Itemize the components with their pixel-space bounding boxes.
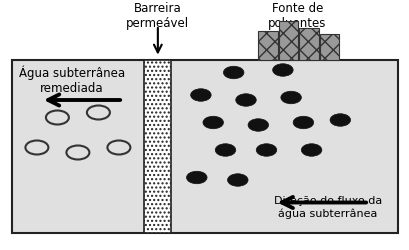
Bar: [12, 60, 397, 233]
Text: Fonte de
poluentes: Fonte de poluentes: [267, 2, 326, 30]
Text: Barreira
permeável: Barreira permeável: [126, 2, 189, 30]
Bar: [144, 60, 171, 233]
Text: Água subterrânea
remediada: Água subterrânea remediada: [19, 65, 124, 94]
Bar: [258, 31, 277, 60]
Circle shape: [247, 119, 268, 131]
Text: Direção do fluxo da
água subterrânea: Direção do fluxo da água subterrânea: [273, 196, 381, 218]
Circle shape: [46, 110, 69, 124]
Circle shape: [223, 66, 243, 79]
Circle shape: [190, 89, 211, 101]
Circle shape: [227, 174, 247, 186]
Circle shape: [292, 116, 313, 129]
Bar: [319, 34, 339, 60]
Circle shape: [87, 106, 110, 120]
Circle shape: [272, 64, 292, 76]
Circle shape: [186, 171, 207, 184]
Bar: [299, 28, 318, 60]
Circle shape: [25, 140, 48, 154]
Circle shape: [107, 140, 130, 154]
Circle shape: [280, 91, 301, 104]
Circle shape: [301, 144, 321, 156]
Circle shape: [256, 144, 276, 156]
Circle shape: [329, 114, 350, 126]
Bar: [278, 21, 298, 60]
Circle shape: [202, 116, 223, 129]
Circle shape: [215, 144, 235, 156]
Circle shape: [235, 94, 256, 106]
Circle shape: [66, 146, 89, 160]
